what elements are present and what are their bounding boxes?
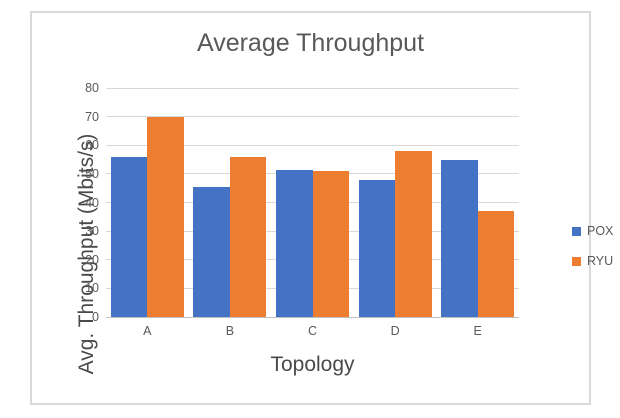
y-tick-label-80: 80 [85, 81, 99, 95]
bar-ryu-C [312, 171, 349, 317]
plot-area [106, 87, 519, 318]
legend-swatch-pox [572, 227, 581, 236]
y-tick-label-50: 50 [85, 166, 99, 181]
y-tick-label-10: 10 [85, 281, 99, 296]
y-tick-label-70: 70 [85, 109, 99, 124]
x-category-label-C: C [307, 324, 318, 338]
bar-pox-C [276, 169, 313, 317]
bar-ryu-B [229, 156, 267, 317]
y-tick-label-30: 30 [85, 224, 99, 239]
y-tick-label-40: 40 [85, 195, 99, 210]
legend: POX RYU [572, 225, 613, 285]
bar-pox-D [358, 179, 396, 317]
gridline-y-80 [106, 87, 519, 89]
y-tick-label-60: 60 [85, 138, 99, 153]
gridline-y-0 [106, 316, 519, 318]
y-tick-label-0: 0 [92, 310, 99, 324]
chart-frame: Average Throughput Avg. Throughput (Mbit… [30, 11, 613, 405]
bar-ryu-D [395, 150, 432, 317]
x-axis-title: Topology [270, 353, 355, 376]
x-category-label-B: B [225, 324, 235, 338]
legend-item-ryu: RYU [572, 255, 613, 268]
legend-label-pox: POX [587, 224, 614, 238]
legend-swatch-ryu [572, 257, 581, 266]
x-category-label-D: D [390, 324, 400, 338]
bar-pox-B [193, 186, 230, 317]
x-category-label-A: A [143, 324, 152, 338]
bar-ryu-E [477, 211, 515, 317]
x-category-label-E: E [473, 324, 482, 338]
gridline-y-60 [106, 144, 519, 146]
bar-pox-A [110, 156, 148, 317]
y-tick-label-20: 20 [85, 252, 99, 267]
chart-title: Average Throughput [196, 29, 425, 57]
gridline-y-70 [106, 116, 519, 118]
bar-pox-E [441, 159, 478, 317]
y-axis-title: Avg. Throughput (Mbits/s) [75, 133, 98, 375]
legend-item-pox: POX [572, 225, 613, 238]
legend-label-ryu: RYU [587, 254, 614, 268]
bar-ryu-A [147, 116, 184, 317]
